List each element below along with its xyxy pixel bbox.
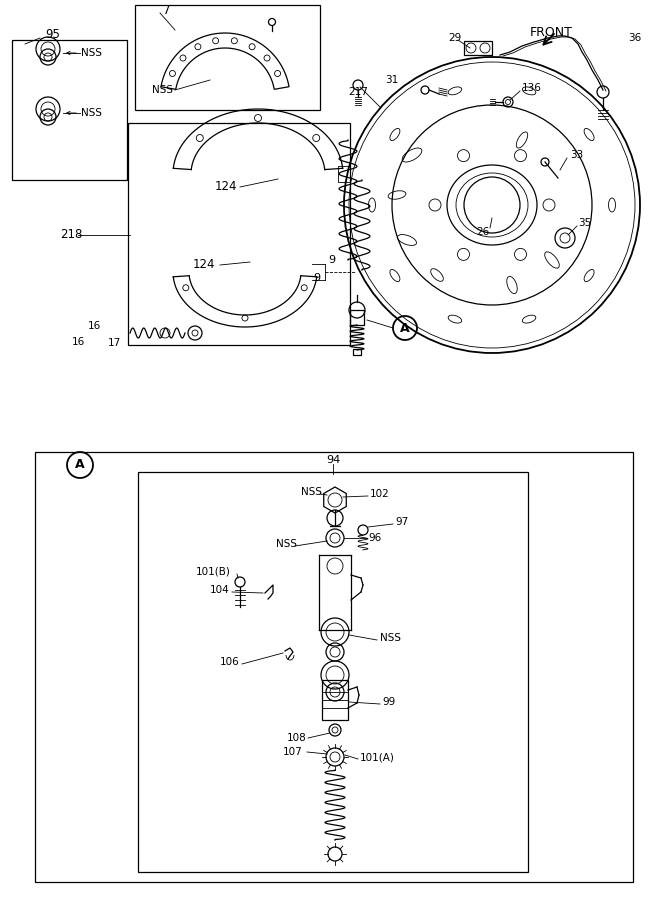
Bar xyxy=(350,310,364,325)
Text: 9: 9 xyxy=(328,255,335,265)
Text: NSS: NSS xyxy=(152,85,173,95)
Text: 36: 36 xyxy=(628,33,641,43)
Text: 101(A): 101(A) xyxy=(360,752,395,762)
Bar xyxy=(128,123,350,345)
Text: NSS: NSS xyxy=(276,539,297,549)
Text: NSS: NSS xyxy=(380,633,401,643)
Text: A: A xyxy=(400,321,410,335)
Text: 101(B): 101(B) xyxy=(196,567,231,577)
Text: 96: 96 xyxy=(368,533,382,543)
Text: 7: 7 xyxy=(163,4,171,16)
Text: 218: 218 xyxy=(60,229,83,241)
Text: NSS: NSS xyxy=(81,108,102,118)
Text: 9: 9 xyxy=(313,273,320,283)
Text: NSS: NSS xyxy=(81,48,102,58)
Bar xyxy=(353,349,361,355)
Text: 104: 104 xyxy=(210,585,229,595)
Bar xyxy=(322,680,348,720)
Text: 136: 136 xyxy=(522,83,542,93)
Text: 35: 35 xyxy=(578,218,591,228)
Text: 94: 94 xyxy=(326,455,340,465)
Text: FRONT: FRONT xyxy=(530,25,573,39)
Text: 17: 17 xyxy=(108,338,121,348)
Bar xyxy=(338,166,350,182)
Text: A: A xyxy=(75,458,85,472)
Text: 26: 26 xyxy=(476,227,490,237)
Text: NSS: NSS xyxy=(301,487,322,497)
Text: 102: 102 xyxy=(370,489,390,499)
Bar xyxy=(464,41,492,55)
Text: 124: 124 xyxy=(215,181,237,194)
Bar xyxy=(138,472,528,872)
Text: 106: 106 xyxy=(220,657,239,667)
Text: 29: 29 xyxy=(448,33,462,43)
Text: 31: 31 xyxy=(385,75,398,85)
Bar xyxy=(135,5,320,110)
Text: 97: 97 xyxy=(395,517,408,527)
Text: 16: 16 xyxy=(72,337,85,347)
Text: 217: 217 xyxy=(348,87,368,97)
Bar xyxy=(12,40,127,180)
Text: 124: 124 xyxy=(193,258,215,272)
Text: 99: 99 xyxy=(382,697,396,707)
Text: 95: 95 xyxy=(45,29,60,41)
Text: 108: 108 xyxy=(287,733,307,743)
Bar xyxy=(35,452,633,882)
Text: 16: 16 xyxy=(88,321,101,331)
Text: 107: 107 xyxy=(283,747,303,757)
Text: 33: 33 xyxy=(570,150,583,160)
